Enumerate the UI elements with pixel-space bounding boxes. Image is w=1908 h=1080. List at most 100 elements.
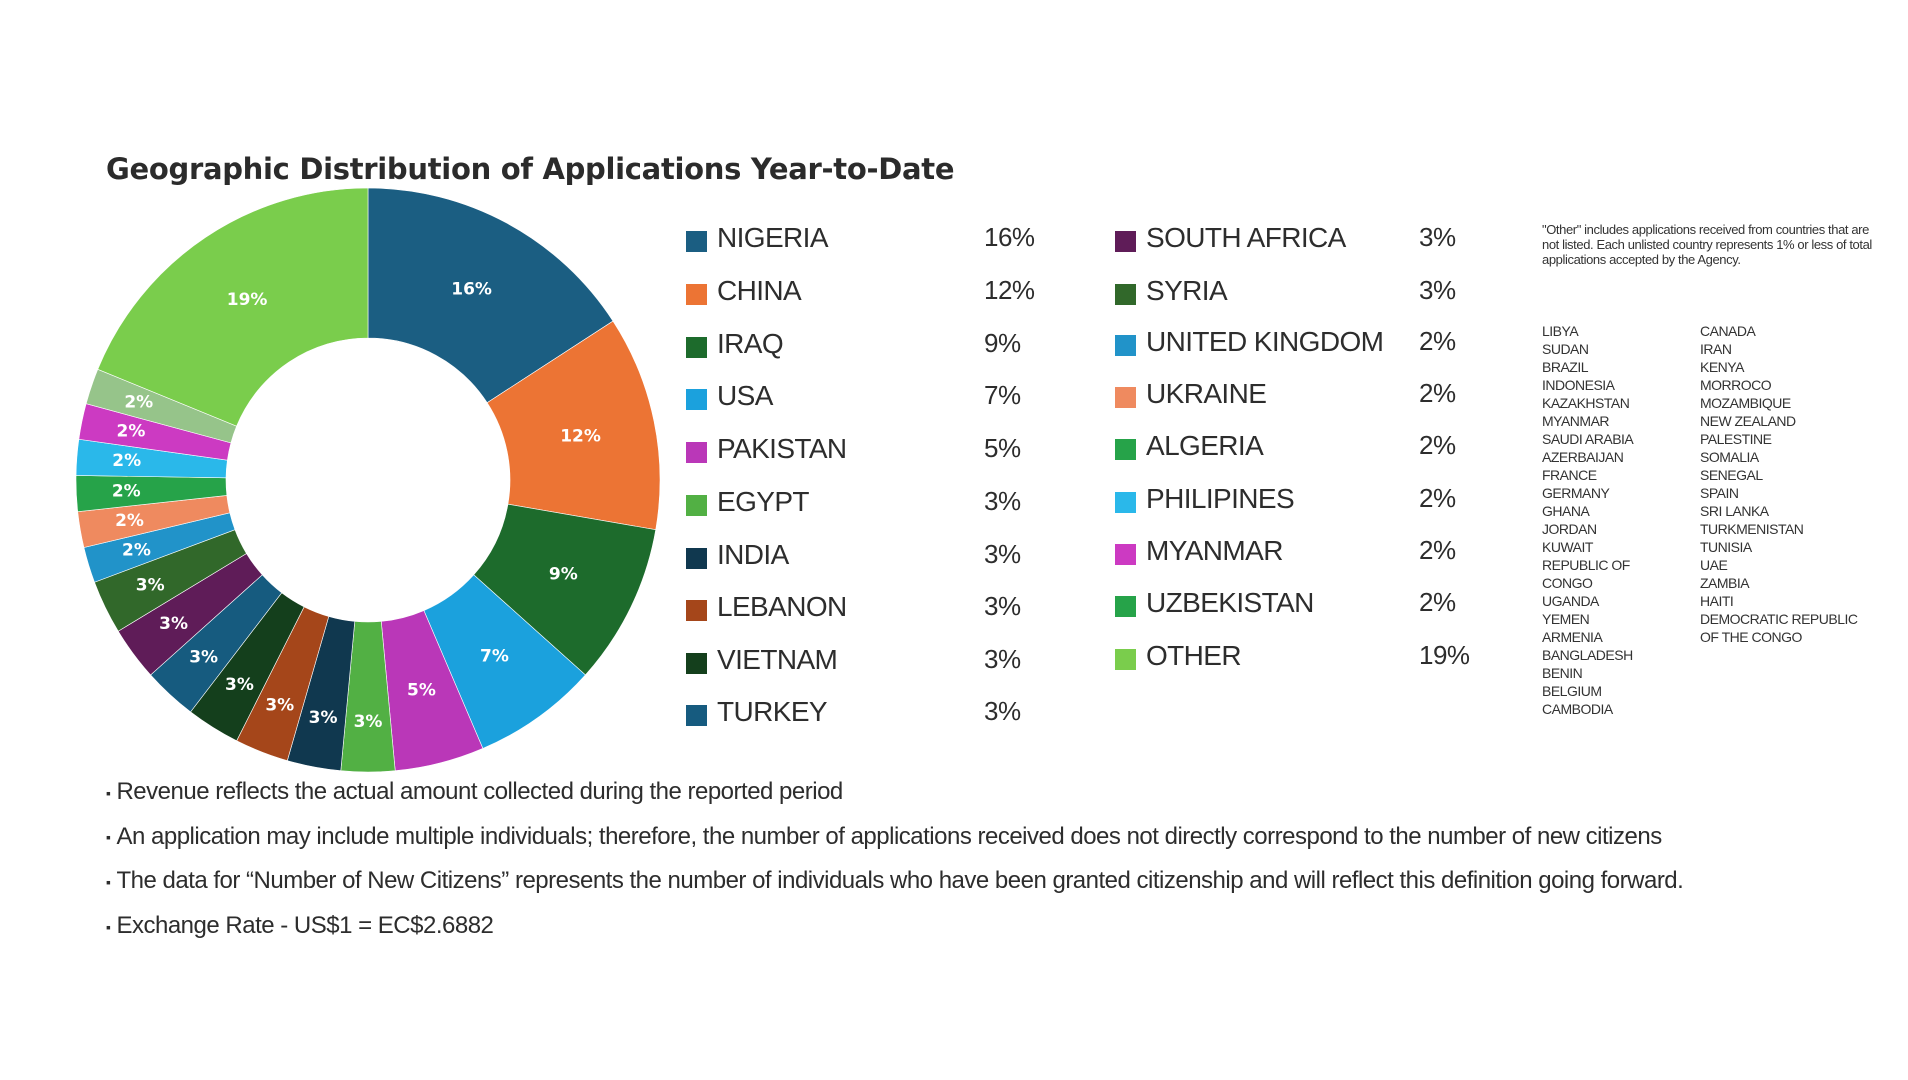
other-country: TURKMENISTAN — [1700, 521, 1804, 537]
other-country: BELGIUM — [1542, 683, 1602, 699]
slice-label-united-kingdom: 2% — [122, 540, 151, 560]
slice-nigeria — [367, 187, 614, 404]
legend-label: SOUTH AFRICA — [1146, 222, 1346, 253]
legend-label: LEBANON — [717, 591, 847, 622]
other-country: SUDAN — [1542, 341, 1589, 357]
note-item: ▪ Exchange Rate - US$1 = EC$2.6882 — [106, 904, 1683, 949]
legend-label: MYANMAR — [1146, 535, 1283, 566]
other-country: KAZAKHSTAN — [1542, 395, 1630, 411]
legend-item-united-kingdom: UNITED KINGDOM 2% — [1115, 326, 1485, 366]
legend-swatch — [1115, 335, 1136, 356]
legend-percent: 7% — [984, 380, 1021, 410]
legend-percent: 5% — [984, 433, 1021, 463]
bullet-icon: ▪ — [106, 873, 111, 890]
legend-label: IRAQ — [717, 328, 784, 359]
legend-label: UZBEKISTAN — [1146, 587, 1314, 618]
legend-column-1: NIGERIA 16% CHINA 12% IRAQ 9% USA 7% PAKISTAN 5% E… — [686, 222, 1046, 742]
donut-chart: 16%12%9%7%5%3%3%3%3%3%3%3%2%2%2%2%2%2%19… — [75, 187, 661, 773]
legend-item-vietnam: VIETNAM 3% — [686, 644, 1046, 684]
other-country: REPUBLIC OF — [1542, 557, 1630, 573]
slice-label-other: 19% — [227, 290, 268, 310]
legend-swatch — [1115, 387, 1136, 408]
legend-percent: 2% — [1419, 535, 1456, 565]
slice-label-algeria: 2% — [112, 481, 141, 501]
legend-label: UNITED KINGDOM — [1146, 326, 1384, 357]
slice-label-pakistan: 5% — [407, 680, 436, 700]
legend-label: CHINA — [717, 275, 802, 306]
slice-label-ukraine: 2% — [115, 511, 144, 531]
legend-item-philipines: PHILIPINES 2% — [1115, 483, 1485, 523]
legend-swatch — [686, 495, 707, 516]
legend-item-nigeria: NIGERIA 16% — [686, 222, 1046, 262]
other-country: JORDAN — [1542, 521, 1597, 537]
slice-label-usa: 7% — [480, 646, 509, 666]
legend-label: VIETNAM — [717, 644, 838, 675]
other-country: MOZAMBIQUE — [1700, 395, 1791, 411]
legend-label: SYRIA — [1146, 275, 1228, 306]
note-text: The data for “Number of New Citizens” re… — [116, 867, 1684, 895]
legend-percent: 3% — [984, 696, 1021, 726]
legend-item-india: INDIA 3% — [686, 539, 1046, 579]
legend-percent: 16% — [984, 222, 1035, 252]
chart-title: Geographic Distribution of Applications … — [106, 152, 955, 186]
slice-other — [97, 187, 369, 427]
legend-swatch — [686, 653, 707, 674]
other-country: KENYA — [1700, 359, 1744, 375]
other-countries-list-2: CANADA IRAN KENYA MORROCO MOZAMBIQUE NEW ZEAL… — [1700, 322, 1890, 646]
legend-swatch — [1115, 492, 1136, 513]
note-text: An application may include multiple indi… — [116, 822, 1662, 850]
other-country: PALESTINE — [1700, 431, 1772, 447]
other-country: UAE — [1700, 557, 1728, 573]
notes-list: ▪ Revenue reflects the actual amount coll… — [106, 770, 1684, 949]
legend-label: TURKEY — [717, 696, 828, 727]
slice-label-iraq: 9% — [549, 565, 578, 585]
legend-percent: 3% — [984, 486, 1021, 516]
other-country: MYANMAR — [1542, 413, 1610, 429]
legend-percent: 2% — [1419, 483, 1456, 513]
note-text: Exchange Rate - US$1 = EC$2.6882 — [116, 911, 494, 939]
legend-swatch — [686, 442, 707, 463]
legend-swatch — [1115, 544, 1136, 565]
other-country: CONGO — [1542, 575, 1593, 591]
other-country: KUWAIT — [1542, 539, 1593, 555]
other-country: ZAMBIA — [1700, 575, 1750, 591]
legend-column-2: SOUTH AFRICA 3% SYRIA 3% UNITED KINGDOM 2% UKR… — [1115, 222, 1485, 682]
slice-label-vietnam: 3% — [225, 675, 254, 695]
legend-label: PHILIPINES — [1146, 483, 1295, 514]
legend-swatch — [1115, 596, 1136, 617]
legend-swatch — [686, 337, 707, 358]
other-country: INDONESIA — [1542, 377, 1615, 393]
legend-percent: 2% — [1419, 430, 1456, 460]
other-country: NEW ZEALAND — [1700, 413, 1796, 429]
legend-percent: 9% — [984, 328, 1021, 358]
other-country: MORROCO — [1700, 377, 1772, 393]
note-item: ▪ Revenue reflects the actual amount coll… — [106, 770, 1683, 815]
slice-label-china: 12% — [560, 426, 601, 446]
legend-percent: 3% — [1419, 222, 1456, 252]
other-country: SOMALIA — [1700, 449, 1759, 465]
slice-label-myanmar: 2% — [116, 421, 145, 441]
legend-item-other: OTHER 19% — [1115, 640, 1485, 680]
legend-item-lebanon: LEBANON 3% — [686, 591, 1046, 631]
slice-label-lebanon: 3% — [265, 695, 294, 715]
other-country: YEMEN — [1542, 611, 1590, 627]
slice-label-egypt: 3% — [354, 712, 383, 732]
other-country: SRI LANKA — [1700, 503, 1769, 519]
slice-label-philipines: 2% — [112, 451, 141, 471]
legend-percent: 2% — [1419, 326, 1456, 356]
slice-label-south-africa: 3% — [159, 614, 188, 634]
legend-swatch — [686, 548, 707, 569]
other-country: TUNISIA — [1700, 539, 1752, 555]
other-country: OF THE CONGO — [1700, 629, 1802, 645]
legend-item-turkey: TURKEY 3% — [686, 696, 1046, 736]
other-country: DEMOCRATIC REPUBLIC — [1700, 611, 1858, 627]
other-country: GERMANY — [1542, 485, 1610, 501]
legend-percent: 2% — [1419, 587, 1456, 617]
legend-item-usa: USA 7% — [686, 380, 1046, 420]
other-country: BENIN — [1542, 665, 1583, 681]
legend-percent: 3% — [984, 644, 1021, 674]
other-footnote: "Other" includes applications received f… — [1542, 222, 1872, 267]
legend-percent: 19% — [1419, 640, 1470, 670]
bullet-icon: ▪ — [106, 829, 111, 846]
other-country: SENEGAL — [1700, 467, 1763, 483]
